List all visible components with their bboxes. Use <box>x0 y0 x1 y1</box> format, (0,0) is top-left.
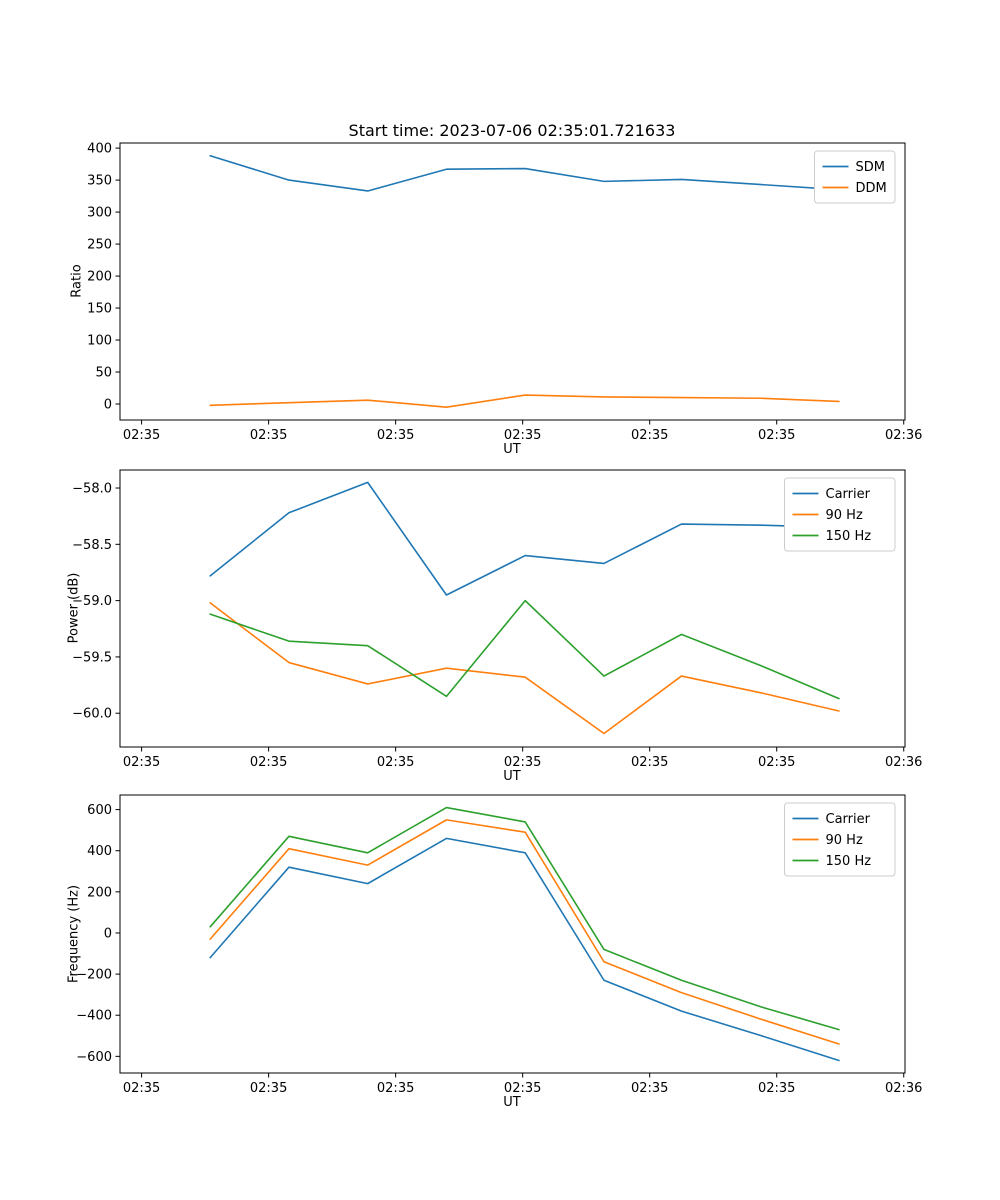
legend-box <box>814 150 896 204</box>
y-tick-label: −59.0 <box>72 594 112 609</box>
x-tick-label: 02:35 <box>758 1081 795 1096</box>
x-tick-label: 02:35 <box>250 755 287 770</box>
y-tick-label: 200 <box>87 885 112 900</box>
ut-axis-label-bottom: UT <box>503 1095 521 1110</box>
y-tick-label: 200 <box>87 270 112 285</box>
x-tick-label: 02:35 <box>377 428 414 443</box>
x-tick-label: 02:35 <box>377 755 414 770</box>
x-tick-label: 02:35 <box>123 428 160 443</box>
x-tick-label: 02:35 <box>250 428 287 443</box>
y-tick-label: 300 <box>87 206 112 221</box>
legend-label: 90 Hz <box>826 508 863 523</box>
series-line-90-hz <box>209 602 840 735</box>
ut-axis-label-middle: UT <box>503 769 521 784</box>
legend-0: SDM DDM <box>814 150 896 204</box>
legend-box <box>784 802 896 877</box>
figure-title: Start time: 2023-07-06 02:35:01.721633 <box>348 121 676 140</box>
y-tick-label: −58.5 <box>72 538 112 553</box>
x-tick-label: 02:35 <box>758 755 795 770</box>
y-tick-label: −58.0 <box>72 482 112 497</box>
legend-label: Carrier <box>826 812 871 827</box>
y-tick-label: 600 <box>87 803 112 818</box>
axes-frame <box>119 794 906 1074</box>
ut-axis-label-top: UT <box>503 442 521 457</box>
legend-box <box>784 477 896 552</box>
series-line-90-hz <box>209 819 840 1045</box>
legend-2: Carrier 90 Hz 150 Hz <box>784 802 896 877</box>
axes-0: 02:35 02:35 02:35 02:35 02:35 02:35 02:36 0 50 10… <box>87 142 922 443</box>
x-tick-label: 02:35 <box>250 1081 287 1096</box>
series-line-sdm <box>209 154 840 192</box>
y-tick-label: −600 <box>76 1050 112 1065</box>
x-tick-label: 02:35 <box>377 1081 414 1096</box>
x-tick-label: 02:35 <box>758 428 795 443</box>
legend-label: 150 Hz <box>826 529 872 544</box>
legend-label: SDM <box>856 160 885 175</box>
y-tick-label: 0 <box>104 398 112 413</box>
y-tick-label: 400 <box>87 142 112 157</box>
legend-label: DDM <box>856 181 887 196</box>
series-line-ddm <box>209 394 840 409</box>
y-tick-label: 250 <box>87 238 112 253</box>
x-tick-label: 02:36 <box>885 755 922 770</box>
x-tick-label: 02:35 <box>631 1081 668 1096</box>
legend-1: Carrier 90 Hz 150 Hz <box>784 477 896 552</box>
axes-2: 02:35 02:35 02:35 02:35 02:35 02:35 02:36 −600 −… <box>76 794 922 1096</box>
y-tick-label: −200 <box>76 968 112 983</box>
x-tick-label: 02:35 <box>504 428 541 443</box>
x-tick-label: 02:35 <box>504 755 541 770</box>
x-tick-label: 02:35 <box>631 755 668 770</box>
y-tick-label: −400 <box>76 1009 112 1024</box>
series-line-150-hz <box>209 806 840 1031</box>
x-tick-label: 02:35 <box>504 1081 541 1096</box>
x-tick-label: 02:36 <box>885 1081 922 1096</box>
x-tick-label: 02:36 <box>885 428 922 443</box>
series-line-carrier <box>209 481 840 596</box>
axes-frame <box>119 469 906 748</box>
series-line-carrier <box>209 837 840 1062</box>
y-tick-label: 150 <box>87 302 112 317</box>
y-tick-label: −59.5 <box>72 650 112 665</box>
y-tick-label: 100 <box>87 334 112 349</box>
x-tick-label: 02:35 <box>123 1081 160 1096</box>
series-line-150-hz <box>209 599 840 700</box>
y-tick-label: 50 <box>95 366 112 381</box>
legend-label: Carrier <box>826 487 871 502</box>
y-tick-label: 0 <box>104 926 112 941</box>
y-tick-label: −60.0 <box>72 707 112 722</box>
legend-label: 90 Hz <box>826 833 863 848</box>
legend-label: 150 Hz <box>826 854 872 869</box>
axes-frame <box>119 142 906 421</box>
axes-1: 02:35 02:35 02:35 02:35 02:35 02:35 02:36 −58.0… <box>72 469 922 770</box>
x-tick-label: 02:35 <box>631 428 668 443</box>
y-tick-label: 400 <box>87 844 112 859</box>
y-tick-label: 350 <box>87 174 112 189</box>
x-tick-label: 02:35 <box>123 755 160 770</box>
